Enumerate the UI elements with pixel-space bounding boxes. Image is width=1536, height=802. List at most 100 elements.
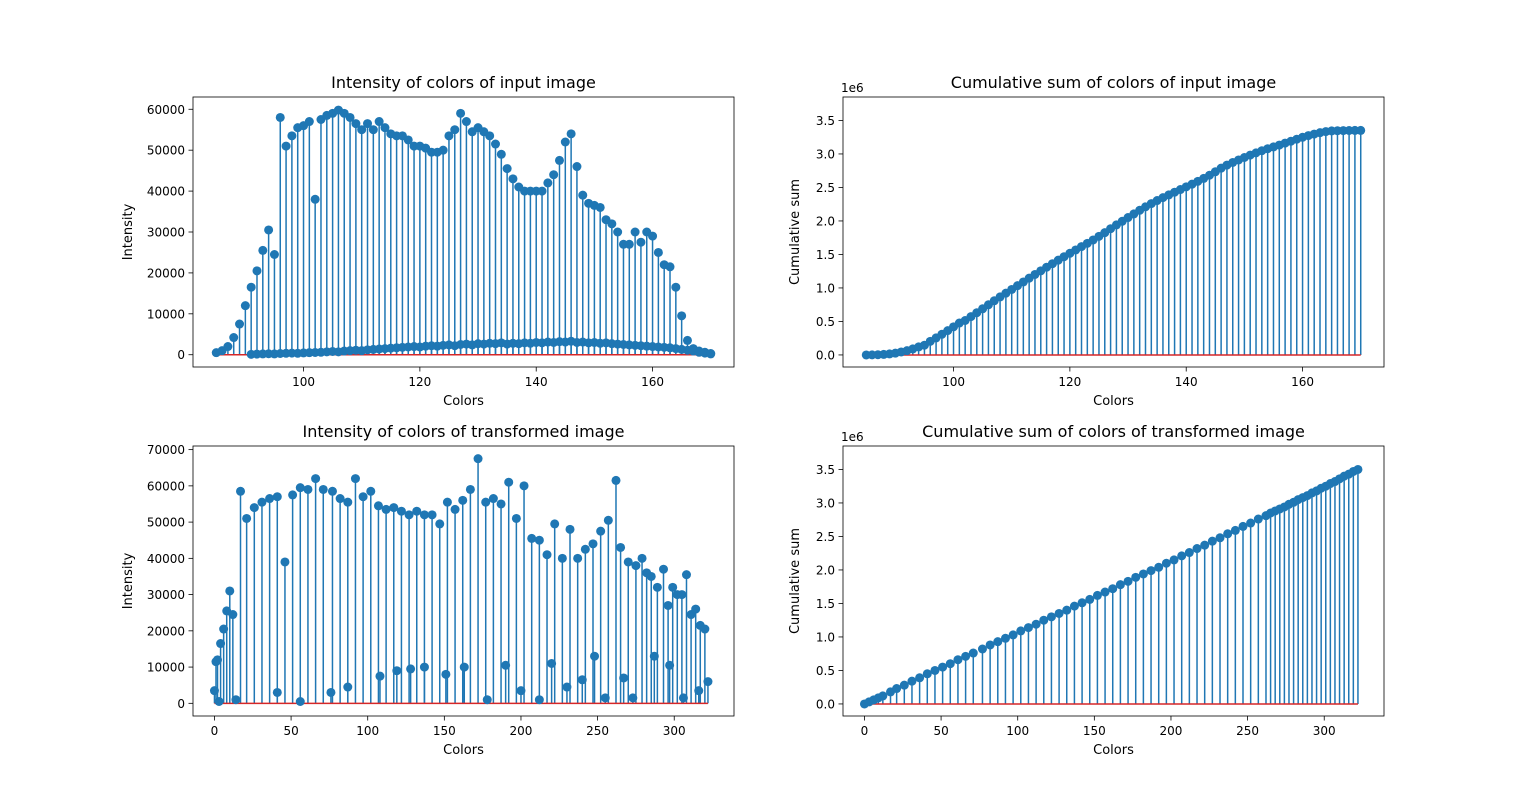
data-point — [281, 141, 291, 151]
data-point — [473, 454, 483, 464]
data-point — [572, 162, 582, 172]
data-point — [465, 484, 475, 494]
data-point — [534, 695, 544, 705]
data-point — [1100, 587, 1110, 597]
data-point — [235, 319, 245, 329]
data-point — [287, 131, 297, 141]
data-point — [700, 624, 710, 634]
data-point — [272, 492, 282, 502]
data-point — [229, 333, 239, 343]
chart-3: 0 50 100 150 200 250 300 0 10000 20000 30000 40000 5… — [121, 422, 735, 758]
data-point — [318, 484, 328, 494]
data-point — [636, 237, 646, 247]
chart-title: Intensity of colors of input image — [331, 73, 596, 92]
data-point — [922, 669, 932, 679]
y-tick-label: 30000 — [147, 226, 185, 240]
data-point — [246, 282, 256, 292]
data-point — [945, 659, 955, 669]
data-point — [209, 686, 219, 696]
data-point — [1039, 615, 1049, 625]
y-tick-label: 50000 — [147, 516, 185, 530]
x-tick-label: 300 — [1313, 724, 1336, 738]
data-point — [1108, 584, 1118, 594]
data-point — [1092, 590, 1102, 600]
data-point — [345, 112, 355, 122]
data-point — [1138, 569, 1148, 579]
y-axis-label: Intensity — [121, 203, 136, 260]
data-point — [562, 682, 572, 692]
x-tick-label: 160 — [641, 375, 664, 389]
data-point — [595, 202, 605, 212]
data-point — [1230, 525, 1240, 535]
data-point — [682, 335, 692, 345]
y-tick-label: 3.5 — [816, 463, 835, 477]
data-point — [706, 349, 716, 359]
data-point — [236, 486, 246, 496]
data-point — [1192, 544, 1202, 554]
data-point — [225, 586, 235, 596]
data-point — [623, 557, 633, 567]
data-point — [630, 227, 640, 237]
data-point — [652, 582, 662, 592]
y-tick-label: 1.5 — [816, 248, 835, 262]
data-point — [892, 684, 902, 694]
x-tick-label: 100 — [942, 375, 965, 389]
chart-2: 100 120 140 160 0.0 0.5 1.0 1.5 2.0 2.5 3.0 3.5 Cumu… — [788, 73, 1385, 409]
data-point — [600, 693, 610, 703]
y-tick-label: 0.0 — [816, 348, 835, 362]
data-point — [566, 129, 576, 139]
data-point — [554, 155, 564, 165]
data-point — [547, 658, 557, 668]
data-point — [280, 557, 290, 567]
data-point — [1016, 626, 1026, 636]
data-point — [899, 680, 909, 690]
data-point — [311, 474, 321, 484]
x-tick-label: 100 — [356, 724, 379, 738]
data-point — [993, 637, 1003, 647]
data-point — [938, 662, 948, 672]
data-point — [368, 125, 378, 135]
data-point — [578, 190, 588, 200]
data-point — [502, 164, 512, 174]
data-point — [668, 582, 678, 592]
data-point — [392, 666, 402, 676]
data-point — [1008, 630, 1018, 640]
data-point — [223, 342, 233, 352]
y-tick-label: 3.0 — [816, 147, 835, 161]
data-point — [1062, 605, 1072, 615]
data-point — [1253, 514, 1263, 524]
y-tick-label: 3.0 — [816, 496, 835, 510]
chart-title: Intensity of colors of transformed image — [303, 422, 625, 441]
data-point — [613, 227, 623, 237]
data-point — [219, 624, 229, 634]
data-point — [490, 139, 500, 149]
data-point — [961, 651, 971, 661]
data-point — [985, 640, 995, 650]
y-tick-label: 3.5 — [816, 114, 835, 128]
data-point — [878, 691, 888, 701]
x-axis-label: Colors — [1093, 394, 1134, 409]
data-point — [646, 571, 656, 581]
data-point — [272, 687, 282, 697]
data-point — [560, 137, 570, 147]
data-point — [637, 553, 647, 563]
x-tick-label: 200 — [1160, 724, 1183, 738]
x-tick-label: 150 — [1083, 724, 1106, 738]
data-point — [557, 553, 567, 563]
data-point — [295, 483, 305, 493]
axis-offset-text: 1e6 — [841, 81, 864, 95]
data-point — [335, 494, 345, 504]
y-tick-label: 40000 — [147, 552, 185, 566]
data-point — [1215, 533, 1225, 543]
data-point — [691, 604, 701, 614]
x-tick-label: 150 — [433, 724, 456, 738]
data-point — [461, 117, 471, 127]
y-tick-label: 1.5 — [816, 597, 835, 611]
data-point — [213, 655, 223, 665]
data-point — [442, 497, 452, 507]
data-point — [435, 519, 445, 529]
data-point — [588, 539, 598, 549]
y-tick-label: 10000 — [147, 307, 185, 321]
data-point — [511, 513, 521, 523]
data-point — [915, 673, 925, 683]
